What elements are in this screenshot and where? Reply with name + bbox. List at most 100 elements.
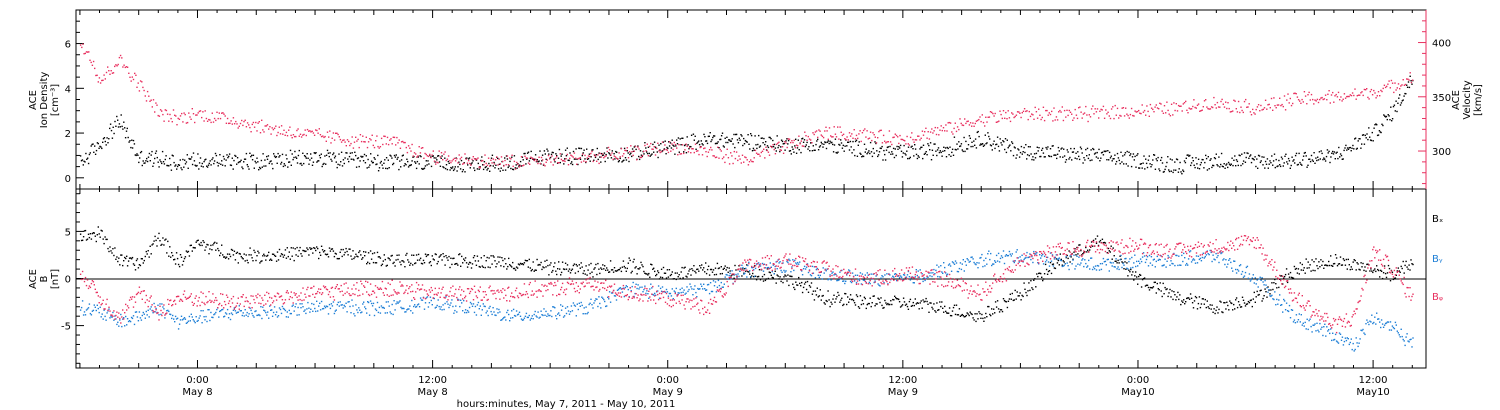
velocity-point — [239, 122, 242, 125]
bx-point — [993, 308, 995, 310]
velocity-point — [701, 154, 704, 156]
velocity-point — [645, 150, 647, 152]
bx-point — [151, 244, 153, 246]
bx-point — [1266, 296, 1268, 298]
bx-point — [522, 263, 525, 266]
density-point — [1038, 147, 1040, 149]
velocity-point — [1404, 83, 1407, 86]
density-point — [1260, 160, 1262, 162]
by-point — [339, 301, 341, 303]
velocity-point — [1341, 100, 1343, 102]
density-tick-label: 0 — [65, 174, 71, 185]
density-point — [179, 159, 181, 161]
x-tick-time-label: 12:00 — [418, 375, 447, 386]
bx-point — [1260, 289, 1262, 291]
density-point — [411, 160, 413, 162]
bx-point — [1050, 272, 1053, 275]
density-point — [183, 166, 185, 168]
velocity-point — [1062, 119, 1065, 122]
bx-point — [1322, 260, 1324, 263]
bx-point — [992, 313, 994, 315]
bx-point — [870, 305, 872, 308]
bx-point — [1187, 297, 1190, 299]
by-point — [261, 317, 263, 320]
bx-point — [209, 248, 211, 250]
by-point — [555, 315, 557, 317]
density-point — [1141, 167, 1143, 169]
velocity-point — [96, 74, 98, 76]
density-point — [267, 155, 270, 157]
density-point — [125, 130, 128, 132]
velocity-point — [1350, 94, 1353, 97]
bx-point — [140, 258, 143, 260]
bx-point — [804, 281, 807, 283]
velocity-point — [531, 157, 533, 160]
x-tick-time-label: 0:00 — [186, 375, 208, 386]
by-point — [137, 320, 140, 322]
bx-point — [834, 301, 836, 303]
density-point — [938, 151, 941, 154]
velocity-point — [236, 123, 238, 125]
density-point — [1007, 147, 1009, 149]
density-point — [397, 156, 399, 159]
density-point — [1093, 153, 1096, 155]
bx-point — [558, 261, 560, 263]
bx-point — [936, 302, 938, 304]
density-point — [859, 152, 861, 154]
by-point — [133, 323, 136, 326]
density-point — [225, 159, 227, 161]
density-point — [124, 127, 126, 129]
bx-point — [364, 255, 366, 257]
velocity-point — [795, 144, 798, 146]
bx-point — [187, 250, 190, 253]
by-point — [634, 292, 636, 295]
bx-point — [1215, 309, 1217, 312]
by-point — [328, 303, 331, 306]
velocity-point — [1252, 108, 1254, 111]
by-point — [330, 303, 333, 305]
by-point — [319, 309, 322, 311]
by-point — [318, 305, 320, 307]
density-point — [694, 135, 696, 137]
density-point — [353, 159, 355, 161]
velocity-point — [1008, 117, 1011, 119]
density-point — [1357, 140, 1359, 142]
bx-point — [808, 284, 811, 287]
density-point — [1178, 168, 1180, 170]
bx-point — [955, 304, 958, 306]
density-point — [611, 150, 613, 152]
density-point — [1091, 159, 1093, 161]
bx-point — [177, 263, 180, 266]
bx-point — [657, 271, 660, 274]
bx-point — [481, 265, 483, 267]
bx-point — [1369, 270, 1371, 272]
velocity-point — [599, 152, 601, 155]
bx-point — [1375, 270, 1377, 273]
by-point — [675, 287, 677, 290]
by-point — [320, 300, 323, 303]
bx-point — [729, 270, 731, 272]
bx-point — [923, 301, 925, 303]
density-point — [319, 157, 322, 159]
velocity-point — [886, 141, 888, 143]
bx-point — [1400, 265, 1402, 268]
bx-point — [782, 281, 784, 284]
bx-point — [315, 249, 317, 252]
density-point — [635, 148, 637, 151]
bx-point — [776, 274, 778, 276]
by-point — [541, 314, 543, 316]
velocity-point — [909, 136, 912, 139]
density-point — [407, 160, 409, 163]
density-point — [795, 138, 797, 140]
by-point — [109, 317, 111, 319]
bx-point — [319, 254, 322, 256]
density-point — [1115, 160, 1118, 163]
velocity-point — [778, 141, 780, 143]
bx-point — [1405, 260, 1407, 263]
velocity-point — [554, 157, 557, 160]
velocity-point — [403, 141, 405, 144]
bx-point — [1083, 252, 1085, 254]
density-point — [1076, 158, 1078, 160]
density-point — [877, 155, 879, 158]
bx-point — [363, 251, 365, 253]
